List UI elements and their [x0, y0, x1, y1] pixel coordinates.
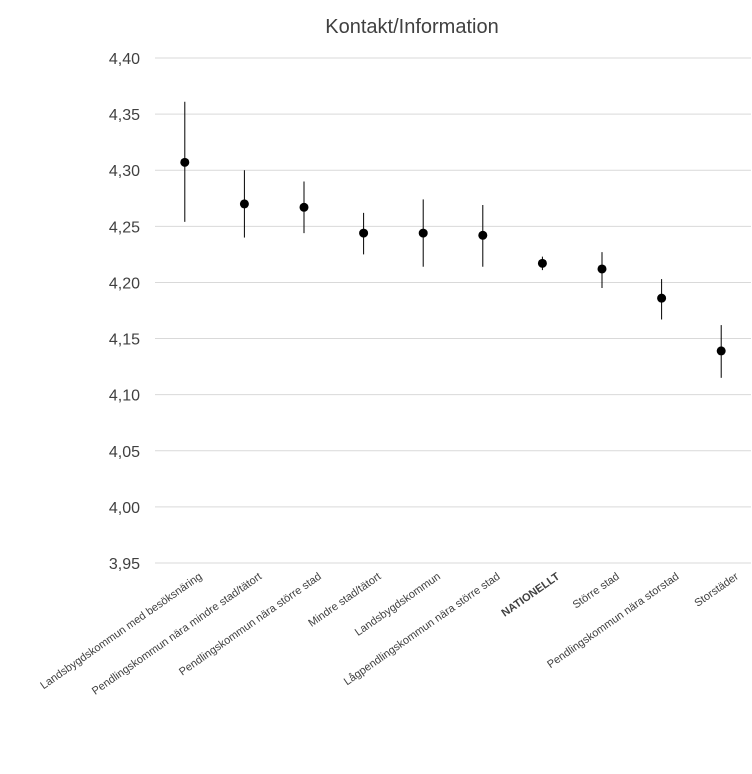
error-bars: [184, 101, 722, 378]
y-tick-label: 4,30: [109, 163, 140, 180]
y-tick-label: 4,05: [109, 444, 140, 461]
y-tick-label: 4,00: [109, 500, 140, 517]
data-points: [180, 157, 726, 356]
data-point: [180, 157, 190, 167]
data-point: [716, 346, 726, 356]
y-tick-label: 4,20: [109, 275, 140, 292]
x-tick-label: Större stad: [571, 571, 622, 612]
y-axis-ticks: 3,95 4,00 4,05 4,10 4,15 4,20 4,25 4,30 4,35 4,40: [109, 51, 140, 573]
x-tick-label: Storstäder: [692, 570, 741, 609]
y-tick-label: 4,10: [109, 388, 140, 405]
data-point: [537, 258, 547, 268]
gridlines: [155, 57, 751, 564]
y-tick-label: 4,40: [109, 51, 140, 68]
data-point: [239, 199, 249, 209]
data-point: [418, 228, 428, 238]
data-point: [299, 202, 309, 212]
x-tick-label: NATIONELLT: [500, 570, 563, 619]
y-tick-label: 4,15: [109, 332, 140, 349]
data-point: [657, 293, 667, 303]
y-tick-label: 3,95: [109, 556, 140, 573]
data-point: [597, 264, 607, 274]
y-tick-label: 4,35: [109, 107, 140, 124]
data-point: [478, 230, 488, 240]
chart-title: Kontakt/Information: [325, 16, 498, 38]
data-point: [359, 228, 369, 238]
x-axis-ticks: Landsbygdskommun med besöksnäringPendlin…: [38, 570, 741, 697]
y-tick-label: 4,25: [109, 219, 140, 236]
